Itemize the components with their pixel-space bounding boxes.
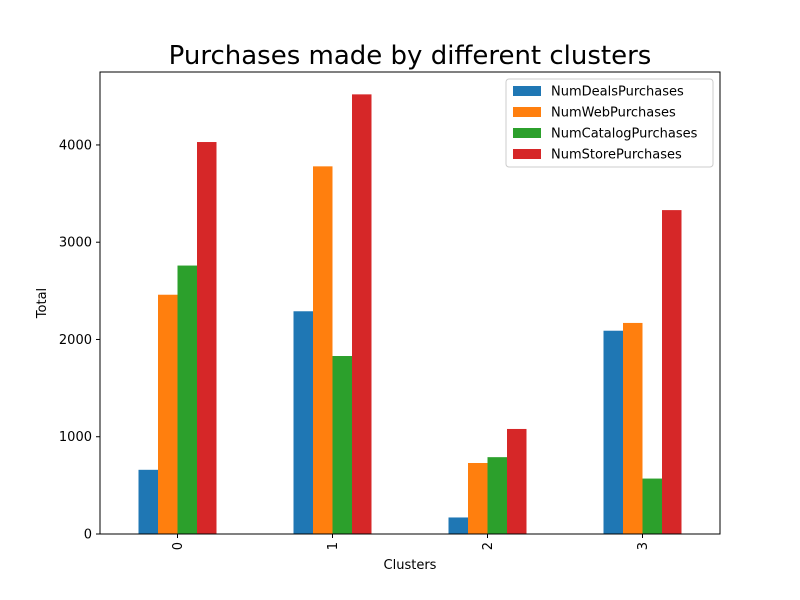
legend-label-NumCatalogPurchases: NumCatalogPurchases xyxy=(551,127,698,142)
x-tick-label: 3 xyxy=(636,542,651,550)
y-tick-label: 1000 xyxy=(59,430,92,445)
bar-NumDealsPurchases-cluster-1 xyxy=(293,311,313,534)
bar-NumStorePurchases-cluster-2 xyxy=(507,428,527,534)
bar-NumStorePurchases-cluster-3 xyxy=(662,210,682,535)
x-axis-label: Clusters xyxy=(384,558,437,573)
bar-NumWebPurchases-cluster-0 xyxy=(158,294,178,534)
y-axis-label: Total xyxy=(35,288,50,319)
x-tick-label: 1 xyxy=(326,542,341,550)
bar-NumCatalogPurchases-cluster-0 xyxy=(177,265,197,534)
bar-NumCatalogPurchases-cluster-1 xyxy=(332,356,352,534)
bar-NumWebPurchases-cluster-1 xyxy=(313,166,333,534)
bar-NumDealsPurchases-cluster-3 xyxy=(603,330,623,534)
bars-layer xyxy=(138,94,682,535)
y-tick-label: 3000 xyxy=(59,236,92,251)
y-tick-label: 2000 xyxy=(59,333,92,348)
y-tick-label: 0 xyxy=(84,528,92,543)
legend-swatch-NumWebPurchases xyxy=(513,107,541,117)
bar-NumStorePurchases-cluster-0 xyxy=(197,142,217,534)
legend-swatch-NumStorePurchases xyxy=(513,149,541,159)
bar-NumCatalogPurchases-cluster-2 xyxy=(487,457,507,534)
legend-label-NumWebPurchases: NumWebPurchases xyxy=(551,106,676,121)
legend-swatch-NumDealsPurchases xyxy=(513,86,541,96)
bar-NumDealsPurchases-cluster-2 xyxy=(448,517,468,534)
x-tick-label: 0 xyxy=(171,542,186,550)
bar-NumWebPurchases-cluster-3 xyxy=(623,322,643,534)
axes-layer: 0 1000 2000 3000 4000 0 1 2 3 xyxy=(59,71,721,550)
y-tick-label: 4000 xyxy=(59,138,92,153)
legend-swatch-NumCatalogPurchases xyxy=(513,128,541,138)
legend: NumDealsPurchases NumWebPurchases NumCatal… xyxy=(505,78,714,168)
legend-label-NumDealsPurchases: NumDealsPurchases xyxy=(551,85,684,100)
axes-frame xyxy=(99,71,721,535)
bar-NumStorePurchases-cluster-1 xyxy=(352,94,372,535)
bar-NumCatalogPurchases-cluster-3 xyxy=(642,478,662,534)
chart-title: Purchases made by different clusters xyxy=(169,41,652,71)
bar-NumWebPurchases-cluster-2 xyxy=(468,463,488,534)
bar-NumDealsPurchases-cluster-0 xyxy=(138,469,158,534)
legend-box xyxy=(505,78,714,168)
x-tick-label: 2 xyxy=(481,542,496,550)
legend-label-NumStorePurchases: NumStorePurchases xyxy=(551,148,682,163)
